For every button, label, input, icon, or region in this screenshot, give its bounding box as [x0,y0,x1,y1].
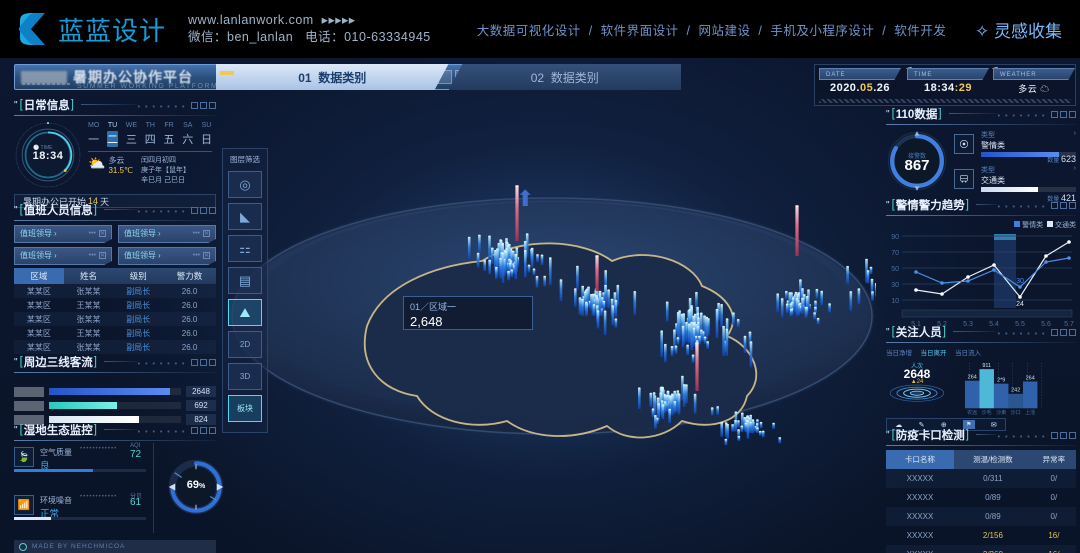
svg-text:沙口: 沙口 [1011,410,1021,416]
svg-text:264: 264 [968,375,977,381]
svg-text:90: 90 [891,234,899,241]
svg-text:沙毛: 沙毛 [982,409,992,416]
svg-text:70: 70 [891,250,899,257]
svg-text:50: 50 [891,266,899,273]
svg-text:264: 264 [1026,375,1035,381]
svg-text:242: 242 [1011,388,1020,394]
svg-text:农远: 农远 [967,409,977,416]
svg-text:30: 30 [1016,278,1024,285]
svg-text:2*9: 2*9 [997,377,1005,383]
svg-text:上活: 上活 [1025,409,1035,416]
svg-text:30: 30 [891,282,899,289]
svg-text:10: 10 [891,298,899,305]
svg-text:911: 911 [982,363,991,369]
svg-text:沙東: 沙東 [996,409,1006,416]
svg-text:24: 24 [1016,301,1024,308]
